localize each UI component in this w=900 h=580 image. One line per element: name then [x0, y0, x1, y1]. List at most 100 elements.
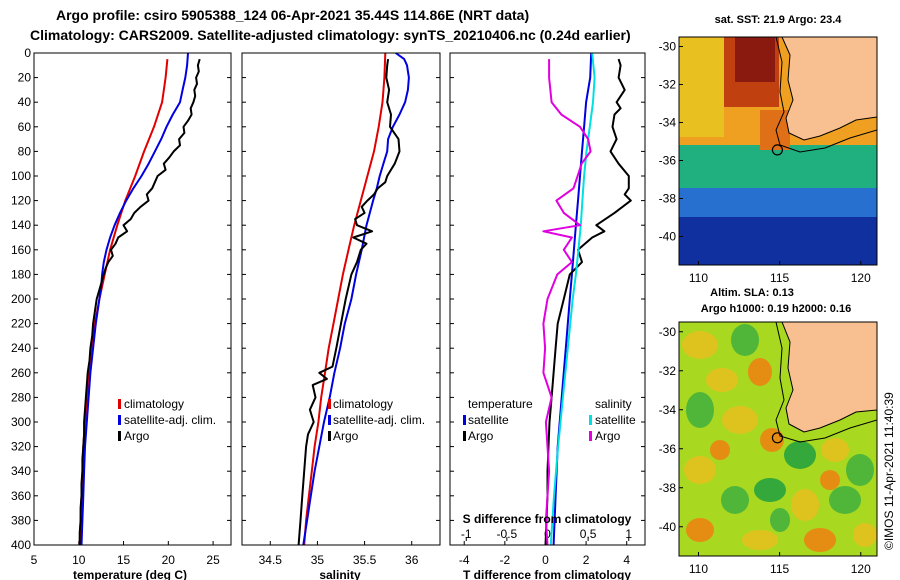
sla-anomaly-blob: [754, 478, 786, 502]
y-tick-label: 120: [11, 194, 31, 208]
legend-swatch-argo: [328, 431, 331, 441]
difference-y-ticks: [450, 52, 645, 546]
salinity-y-ticks: [242, 52, 440, 546]
difference-series: [542, 53, 632, 545]
temperature-x-ticks: 5 10 15 20 25: [31, 541, 220, 567]
y-tick-label: 140: [11, 218, 31, 232]
series-line-argo: [78, 58, 201, 545]
x-tick-label: 20: [162, 553, 176, 567]
legend-title-salinity: salinity: [595, 397, 632, 411]
sst-argo-marker: [771, 144, 784, 156]
map-x-tick-label: 120: [851, 271, 871, 285]
map-y-tick-label: -40: [659, 230, 677, 244]
x-tick-label: -1: [461, 527, 472, 541]
legend-swatch-s-argo: [589, 431, 592, 441]
y-tick-label: 40: [18, 95, 32, 109]
map-y-tick-label: -30: [659, 325, 677, 339]
x-tick-label: 10: [72, 553, 86, 567]
temperature-x-label: temperature (deg C): [73, 568, 187, 580]
sla-anomaly-blob: [784, 441, 816, 469]
x-tick-label: 15: [117, 553, 131, 567]
sla-anomaly-blob: [682, 331, 718, 359]
sla-anomaly-blob: [820, 470, 840, 490]
x-tick-label: 34.5: [259, 553, 283, 567]
sla-anomaly-blob: [706, 368, 738, 392]
temperature-legend: climatology satellite-adj. clim. Argo: [118, 397, 216, 443]
salinity-panel: 34.5 35 35.5 36 salinity climatology satell…: [241, 52, 441, 580]
legend-label-t-satellite: satellite: [468, 413, 509, 427]
difference-axes-frame: [449, 52, 646, 546]
map-y-tick-label: -38: [659, 481, 677, 495]
temperature-series: [78, 53, 201, 545]
y-tick-label: 400: [11, 538, 31, 552]
map-x-tick-label: 120: [851, 562, 871, 576]
sst-hottest-patch: [735, 37, 775, 82]
y-tick-label: 260: [11, 366, 31, 380]
sst-map-ticks: 110 115 120 -30 -32 -34 -36 -38 -40: [659, 40, 871, 286]
sla-anomaly-blob: [686, 392, 714, 428]
sla-anomaly-blob: [804, 528, 836, 552]
map-y-tick-label: -30: [659, 40, 677, 54]
x-tick-label: 0: [542, 553, 549, 567]
y-tick-label: 220: [11, 317, 31, 331]
y-tick-label: 320: [11, 440, 31, 454]
legend-label-argo: Argo: [124, 429, 150, 443]
map-y-tick-label: -32: [659, 364, 677, 378]
y-tick-label: 20: [18, 71, 32, 85]
legend-label-climatology: climatology: [124, 397, 184, 411]
sla-anomaly-blob: [710, 440, 730, 460]
y-tick-label: 200: [11, 292, 31, 306]
sla-anomaly-blob: [742, 530, 778, 550]
legend-label-satellite: satellite-adj. clim.: [333, 413, 425, 427]
sla-anomaly-blob: [721, 486, 749, 514]
y-tick-label: 280: [11, 390, 31, 404]
sst-coastal-warm: [760, 110, 790, 150]
series-line-satellite-adj-clim-: [302, 53, 410, 545]
x-tick-label: 36: [405, 553, 419, 567]
sst-cold-band: [679, 215, 877, 265]
legend-swatch-t-argo: [463, 431, 466, 441]
sst-map-title: sat. SST: 21.9 Argo: 23.4: [715, 14, 843, 26]
difference-legend: temperature salinity satellite Argo sate…: [463, 397, 636, 443]
difference-top-axis-label: S difference from climatology: [463, 512, 632, 526]
y-tick-label: 380: [11, 513, 31, 527]
temperature-y-ticks: 0 20 40 60 80 100 120 140 160 180 200 220 240 260 280 3…: [11, 46, 231, 552]
sla-anomaly-blob: [760, 428, 784, 452]
sla-map-title-line2: Argo h1000: 0.19 h2000: 0.16: [701, 303, 851, 315]
map-y-tick-label: -34: [659, 116, 677, 130]
x-tick-label: -0.5: [497, 527, 518, 541]
legend-swatch-t-satellite: [463, 415, 466, 425]
sla-anomaly-blob: [722, 406, 758, 434]
x-tick-label: 1: [625, 527, 632, 541]
sst-warm-patch: [679, 37, 724, 137]
sla-anomaly-blob: [791, 489, 819, 521]
sla-anomaly-blob: [853, 523, 877, 547]
map-x-tick-label: 110: [689, 271, 708, 285]
legend-swatch-climatology: [328, 399, 331, 409]
y-tick-label: 180: [11, 267, 31, 281]
series-line-argo: [297, 58, 401, 545]
sst-map-panel: sat. SST: 21.9 Argo: 23.4 110 115 120 -30 -3…: [659, 14, 878, 286]
map-x-tick-label: 110: [689, 562, 708, 576]
x-tick-label: 4: [623, 553, 630, 567]
series-line-salinity-argo: [542, 59, 592, 545]
map-y-tick-label: -34: [659, 403, 677, 417]
y-tick-label: 100: [11, 169, 31, 183]
sla-anomaly-blob: [821, 438, 849, 462]
map-x-tick-label: 115: [770, 562, 789, 576]
figure-title-line2: Climatology: CARS2009. Satellite-adjuste…: [30, 27, 631, 43]
figure-title-line1: Argo profile: csiro 5905388_124 06-Apr-2…: [56, 7, 529, 23]
x-tick-label: 25: [206, 553, 220, 567]
legend-label-satellite: satellite-adj. clim.: [124, 413, 216, 427]
temperature-panel: 0 20 40 60 80 100 120 140 160 180 200 220 240 260 280 3…: [11, 46, 232, 580]
x-tick-label: 35: [311, 553, 325, 567]
x-tick-label: 5: [31, 553, 38, 567]
legend-label-t-argo: Argo: [468, 429, 494, 443]
map-x-tick-label: 115: [770, 271, 789, 285]
sla-map-title-line1: Altim. SLA: 0.13: [710, 287, 794, 299]
x-tick-label: 35.5: [353, 553, 377, 567]
y-tick-label: 60: [18, 120, 32, 134]
series-line-climatology: [303, 53, 387, 545]
sst-cool-band: [679, 185, 877, 217]
